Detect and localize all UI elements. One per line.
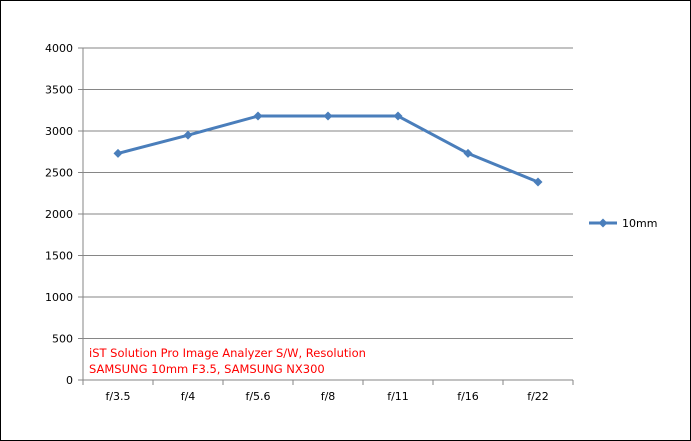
y-tick-labels: 0 500 1000 1500 2000 2500 3000 3500 4000 <box>45 42 73 387</box>
x-tick-label: f/16 <box>457 390 479 403</box>
x-tick-labels: f/3.5 f/4 f/5.6 f/8 f/11 f/16 f/22 <box>105 390 548 403</box>
axes <box>78 47 574 385</box>
y-tick-label: 3000 <box>45 125 73 138</box>
annotation-line-2: SAMSUNG 10mm F3.5, SAMSUNG NX300 <box>89 362 325 376</box>
legend-marker <box>598 218 608 228</box>
y-tick-label: 2500 <box>45 167 73 180</box>
x-tick-label: f/22 <box>527 390 549 403</box>
y-tick-label: 4000 <box>45 42 73 55</box>
legend-label: 10mm <box>622 217 657 230</box>
x-tick-label: f/5.6 <box>245 390 270 403</box>
data-point <box>253 111 263 121</box>
data-point <box>323 111 333 121</box>
y-tick-label: 1500 <box>45 250 73 263</box>
legend: 10mm <box>589 217 657 230</box>
gridlines <box>83 47 573 339</box>
annotation: iST Solution Pro Image Analyzer S/W, Res… <box>89 346 366 376</box>
data-point <box>183 130 193 140</box>
y-tick-label: 0 <box>66 374 73 387</box>
data-point <box>463 148 473 158</box>
x-tick-label: f/8 <box>321 390 336 403</box>
y-tick-label: 1000 <box>45 291 73 304</box>
x-tick-label: f/4 <box>181 390 196 403</box>
data-point <box>393 111 403 121</box>
y-tick-label: 2000 <box>45 208 73 221</box>
annotation-line-1: iST Solution Pro Image Analyzer S/W, Res… <box>89 346 366 360</box>
series <box>113 111 543 187</box>
x-tick-label: f/3.5 <box>105 390 130 403</box>
data-point <box>113 148 123 158</box>
data-point <box>533 177 543 187</box>
x-tick-label: f/11 <box>387 390 409 403</box>
y-tick-label: 3500 <box>45 84 73 97</box>
y-tick-label: 500 <box>52 333 73 346</box>
